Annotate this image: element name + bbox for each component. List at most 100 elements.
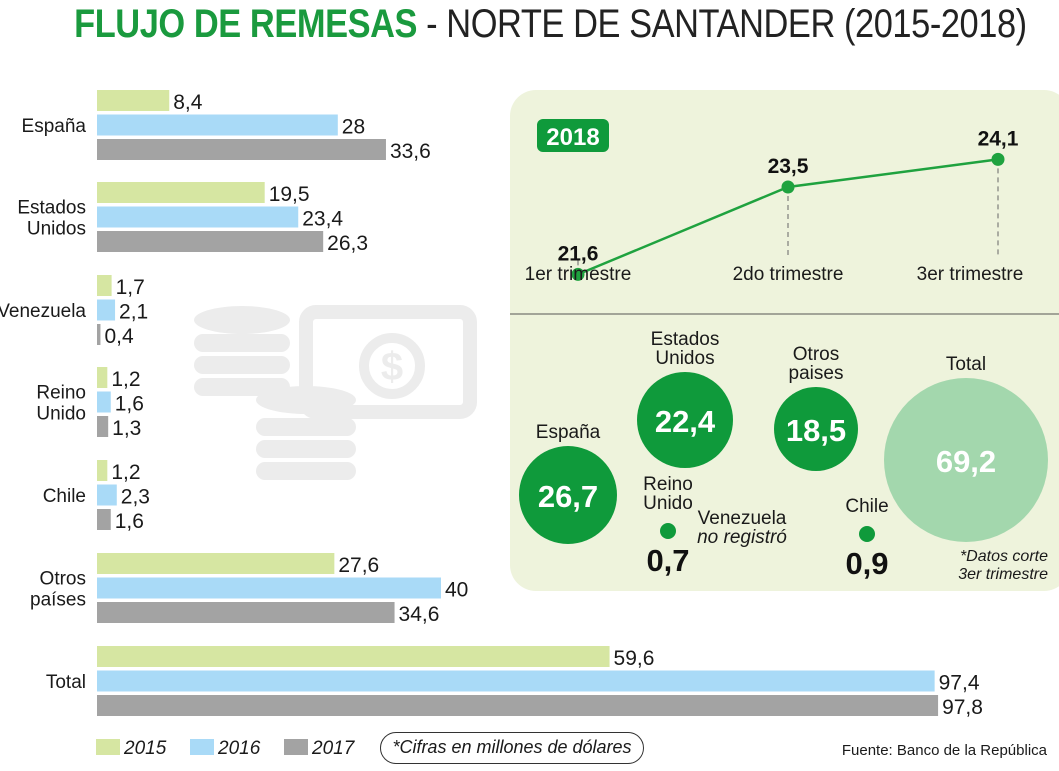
bar-value-chile-2016: 2,3 — [121, 486, 150, 509]
bar-total-2017 — [97, 695, 939, 716]
line-value-1: 21,6 — [558, 242, 599, 265]
line-point-1 — [571, 267, 585, 281]
bar-value-total-2017: 97,8 — [942, 696, 983, 719]
year-badge-label: 2018 — [546, 124, 599, 151]
bubble-total — [884, 378, 1048, 542]
source-note: Fuente: Banco de la República — [841, 742, 1047, 759]
quarter-label-3: 3er trimestre — [917, 264, 1024, 285]
legend-swatch-2017 — [284, 739, 308, 755]
bar-value-total-2015: 59,6 — [614, 647, 655, 670]
bar-value-espana-2017: 33,6 — [390, 140, 431, 163]
bar-value-estados-unidos-2017: 26,3 — [327, 232, 368, 255]
bar-reino-unido-2017 — [97, 416, 109, 437]
bar-value-chile-2015: 1,2 — [111, 461, 140, 484]
bar-value-otros-paises-2017: 34,6 — [399, 603, 440, 626]
bar-reino-unido-2016 — [97, 391, 111, 413]
quarter-label-2: 2do trimestre — [733, 264, 844, 285]
bar-chart: España8,42833,6EstadosUnidos19,523,426,3… — [0, 90, 983, 719]
bar-value-venezuela-2017: 0,4 — [104, 325, 134, 348]
category-label-espana: España — [22, 116, 87, 137]
legend-label-2016: 2016 — [218, 738, 261, 759]
data-cut-note-line1: 3er trimestre — [958, 566, 1048, 583]
bar-value-estados-unidos-2016: 23,4 — [302, 208, 343, 231]
quarter-label-1: 1er trimestre — [525, 264, 632, 285]
bubble-label-chile: Chile — [845, 496, 888, 517]
bubble-label-reino-unido-line1: Unido — [643, 493, 693, 514]
bubble-label-total: Total — [946, 354, 986, 375]
bubble-espana — [519, 446, 617, 544]
bubble-chile — [859, 526, 875, 542]
data-cut-note-line0: *Datos corte — [960, 548, 1048, 565]
bar-value-chile-2017: 1,6 — [115, 510, 144, 533]
title-highlight: FLUJO DE REMESAS — [74, 2, 418, 46]
bubble-label-reino-unido-line0: Reino — [643, 474, 693, 495]
bar-value-reino-unido-2016: 1,6 — [115, 393, 144, 416]
bar-total-2016 — [97, 670, 935, 692]
bar-chile-2017 — [97, 509, 111, 530]
category-label-estados-unidos-line0: Estados — [17, 198, 86, 219]
category-label-total: Total — [46, 672, 86, 693]
line-point-3 — [991, 152, 1005, 166]
line-value-3: 24,1 — [978, 127, 1019, 150]
panel-2018: 2018 21,6 1er trimestre 23,5 2do trimestre 24… — [510, 90, 1059, 591]
bubble-label-otros-paises-line1: paises — [789, 363, 844, 384]
bar-otros-paises-2015 — [97, 553, 335, 574]
bubble-label-espana: España — [536, 422, 601, 443]
bubble-value-espana: 26,7 — [538, 479, 598, 514]
venezuela-note-line0: Venezuela — [698, 508, 787, 529]
category-label-reino-unido-line1: Unido — [36, 404, 86, 425]
bubble-value-otros-paises: 18,5 — [786, 413, 846, 448]
bar-estados-unidos-2017 — [97, 231, 324, 252]
bubble-value-chile: 0,9 — [845, 546, 888, 581]
bubble-value-reino-unido: 0,7 — [646, 543, 689, 578]
venezuela-note-line1: no registró — [697, 527, 787, 548]
category-label-otros-paises-line0: Otros — [40, 569, 86, 590]
legend-label-2015: 2015 — [124, 738, 167, 759]
line-value-2: 23,5 — [768, 155, 809, 178]
bar-value-venezuela-2015: 1,7 — [116, 276, 145, 299]
bubble-estados-unidos — [637, 372, 733, 468]
bar-venezuela-2015 — [97, 275, 112, 296]
legend-item-2017: 2017 — [284, 738, 354, 760]
bar-espana-2016 — [97, 114, 338, 136]
bubble-label-estados-unidos-line1: Unidos — [655, 348, 714, 369]
bar-value-espana-2015: 8,4 — [173, 91, 203, 114]
bar-chile-2015 — [97, 460, 108, 481]
bar-espana-2015 — [97, 90, 170, 111]
page-title: FLUJO DE REMESAS - NORTE DE SANTANDER (2… — [74, 2, 1027, 47]
line-point-2 — [781, 180, 795, 194]
bar-value-otros-paises-2016: 40 — [445, 579, 468, 602]
legend-item-2016: 2016 — [190, 738, 260, 760]
bar-value-otros-paises-2015: 27,6 — [338, 554, 379, 577]
bar-otros-paises-2017 — [97, 602, 395, 623]
bar-value-venezuela-2016: 2,1 — [119, 301, 148, 324]
bubble-label-estados-unidos-line0: Estados — [651, 329, 720, 350]
legend-label-2017: 2017 — [312, 738, 355, 759]
bar-estados-unidos-2016 — [97, 206, 299, 228]
category-label-reino-unido-line0: Reino — [36, 383, 86, 404]
legend-swatch-2015 — [96, 739, 120, 755]
bubble-value-total: 69,2 — [936, 444, 996, 479]
money-coins-icon: $ — [194, 305, 477, 480]
bar-value-estados-unidos-2015: 19,5 — [269, 183, 310, 206]
bar-espana-2017 — [97, 139, 386, 160]
category-label-venezuela: Venezuela — [0, 301, 86, 322]
bar-value-espana-2016: 28 — [342, 116, 365, 139]
bubble-reino-unido — [660, 523, 676, 539]
year-badge — [537, 119, 609, 152]
bar-otros-paises-2016 — [97, 577, 441, 599]
bar-chile-2016 — [97, 484, 117, 506]
bubble-otros-paises — [774, 387, 858, 471]
bar-value-total-2016: 97,4 — [939, 672, 980, 695]
legend-item-2015: 2015 — [96, 738, 166, 760]
bar-value-reino-unido-2015: 1,2 — [111, 368, 140, 391]
legend-swatch-2016 — [190, 739, 214, 755]
bar-estados-unidos-2015 — [97, 182, 265, 203]
svg-text:$: $ — [381, 345, 403, 389]
category-label-estados-unidos-line1: Unidos — [27, 219, 86, 240]
category-label-chile: Chile — [43, 486, 86, 507]
bar-total-2015 — [97, 646, 610, 667]
bar-venezuela-2016 — [97, 299, 116, 321]
bubble-label-otros-paises-line0: Otros — [793, 344, 839, 365]
